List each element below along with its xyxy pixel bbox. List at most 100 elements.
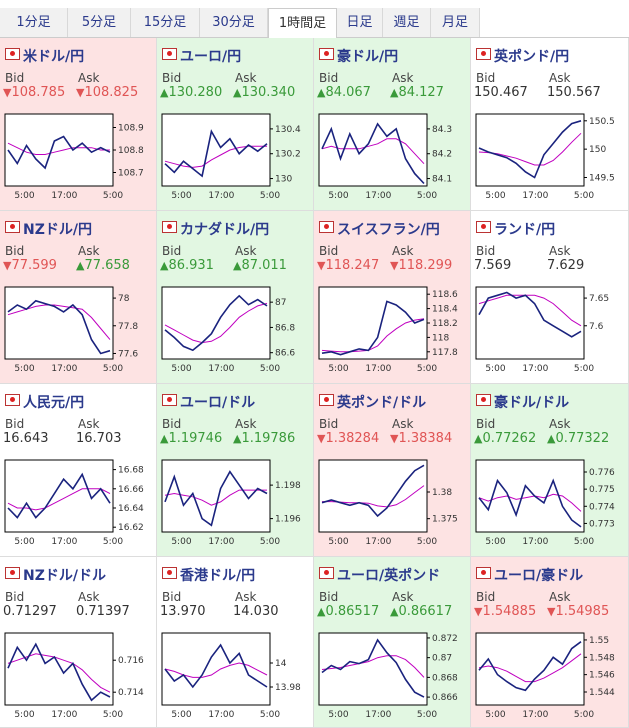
bid-label: Bid — [476, 244, 496, 258]
chart-box — [318, 286, 428, 360]
pair-name[interactable]: 豪ドル/ドル — [476, 392, 569, 412]
chart-box — [318, 632, 428, 706]
rate-tile[interactable]: ランド/円 Bid Ask 7.569 7.629 7.65 7.6 5:00 17:00 5:0… — [471, 211, 629, 384]
x-tick-label: 5:00 — [328, 537, 348, 547]
pair-name[interactable]: ユーロ/円 — [162, 46, 241, 66]
y-tick-label: 108.8 — [118, 146, 144, 156]
rate-tile[interactable]: 豪ドル/ドルBidAsk0.772620.773220.7760.7750.77… — [471, 384, 629, 557]
chart-box — [161, 632, 271, 706]
x-tick-label: 5:00 — [171, 710, 191, 720]
average-line — [164, 302, 268, 344]
x-tick-label: 5:00 — [417, 537, 437, 547]
mini-chart: 1.38 1.375 5:00 17:00 5:00 — [318, 459, 458, 547]
y-tick-label: 118.2 — [432, 319, 458, 329]
price-line — [478, 478, 582, 528]
rate-tile[interactable]: NZドル/円 Bid Ask 77.599 77.658 78 77.8 77.6 5:00 17… — [0, 211, 157, 384]
rate-tile[interactable]: NZドル/ドル Bid Ask 0.71297 0.71397 0.716 0.714 5:0… — [0, 557, 157, 728]
y-tick-label: 0.716 — [118, 656, 144, 666]
rate-tile[interactable]: ユーロ/豪ドル Bid Ask 1.54885 1.54985 1.55 1.548 1.54… — [471, 557, 629, 728]
pair-name[interactable]: 人民元/円 — [5, 392, 84, 412]
x-tick-label: 17:00 — [208, 191, 234, 201]
pair-name[interactable]: カナダドル/円 — [162, 219, 269, 239]
price-line — [478, 291, 582, 338]
x-tick-label: 5:00 — [14, 710, 34, 720]
rate-tile[interactable]: 人民元/円 Bid Ask 16.643 16.703 16.68 16.66 16.64 16… — [0, 384, 157, 557]
pair-name[interactable]: NZドル/ドル — [5, 565, 106, 585]
rate-tile[interactable]: 英ポンド/ドル Bid Ask 1.38284 1.38384 1.38 1.375 5:00… — [314, 384, 471, 557]
chart-box — [475, 286, 585, 360]
tab[interactable]: 15分足 — [131, 8, 200, 37]
average-line — [7, 488, 111, 511]
rate-tile[interactable]: ユーロ/英ポンドBidAsk0.865170.866170.8720.870.8… — [314, 557, 471, 728]
price-line — [164, 294, 268, 352]
flag-icon — [162, 221, 177, 233]
tab[interactable]: 1時間足 — [268, 8, 337, 38]
pair-name[interactable]: 英ポンド/円 — [476, 46, 569, 66]
chart-box — [318, 459, 428, 533]
pair-name[interactable]: スイスフラン/円 — [319, 219, 440, 239]
ask-label: Ask — [549, 71, 571, 85]
tab[interactable]: 1分足 — [0, 8, 68, 37]
y-tick-label: 0.866 — [432, 693, 458, 703]
rate-tile[interactable]: ユーロ/ドル Bid Ask 1.19746 1.19786 1.198 1.196 5:00… — [157, 384, 314, 557]
y-tick-label: 1.544 — [589, 688, 615, 698]
pair-label: 人民元/円 — [23, 395, 85, 411]
x-tick-label: 5:00 — [260, 191, 280, 201]
y-tick-label: 130 — [275, 175, 292, 185]
y-tick-label: 78 — [118, 294, 130, 304]
bid-label: Bid — [5, 71, 25, 85]
tab[interactable]: 日足 — [337, 8, 383, 37]
pair-name[interactable]: ユーロ/英ポンド — [319, 565, 440, 585]
y-tick-label: 108.9 — [118, 124, 144, 134]
tab[interactable]: 30分足 — [200, 8, 268, 37]
average-line — [478, 653, 582, 683]
y-tick-label: 130.2 — [275, 150, 301, 160]
x-tick-label: 5:00 — [103, 364, 123, 374]
mini-chart: 1.198 1.196 5:00 17:00 5:00 — [161, 459, 301, 547]
bid-label: Bid — [162, 71, 182, 85]
y-tick-label: 1.546 — [589, 671, 615, 681]
pair-label: ユーロ/豪ドル — [494, 568, 584, 584]
pair-name[interactable]: NZドル/円 — [5, 219, 92, 239]
x-tick-label: 17:00 — [365, 710, 391, 720]
ask-value: 14.030 — [233, 604, 279, 619]
tab[interactable]: 月足 — [431, 8, 480, 37]
chart-box — [161, 113, 271, 187]
tab-bar: 1分足 5分足 15分足 30分足 1時間足 日足 週足 月足 — [0, 8, 629, 38]
pair-name[interactable]: 米ドル/円 — [5, 46, 84, 66]
pair-name[interactable]: ランド/円 — [476, 219, 555, 239]
rate-tile[interactable]: ユーロ/円 Bid Ask 130.280 130.340 130.4 130.2 130 5:… — [157, 38, 314, 211]
x-tick-label: 5:00 — [14, 364, 34, 374]
rate-tile[interactable]: 豪ドル/円 Bid Ask 84.067 84.127 84.3 84.2 84.1 5:00 1… — [314, 38, 471, 211]
pair-name[interactable]: 香港ドル/円 — [162, 565, 255, 585]
tab[interactable]: 5分足 — [68, 8, 131, 37]
tab[interactable]: 週足 — [383, 8, 431, 37]
average-line — [478, 493, 582, 512]
ask-label: Ask — [78, 71, 100, 85]
pair-name[interactable]: 豪ドル/円 — [319, 46, 398, 66]
price-line — [7, 135, 111, 170]
rate-tile[interactable]: 米ドル/円 Bid Ask 108.785 108.825 108.9 108.8 108.7… — [0, 38, 157, 211]
x-tick-label: 17:00 — [365, 364, 391, 374]
pair-name[interactable]: ユーロ/ドル — [162, 392, 255, 412]
rate-tile[interactable]: スイスフラン/円BidAsk118.247118.299118.6118.411… — [314, 211, 471, 384]
pair-name[interactable]: 英ポンド/ドル — [319, 392, 426, 412]
pair-name[interactable]: ユーロ/豪ドル — [476, 565, 583, 585]
mini-chart: 130.4 130.2 130 5:00 17:00 5:00 — [161, 113, 301, 201]
x-tick-label: 5:00 — [328, 191, 348, 201]
ask-value: 1.54985 — [547, 604, 609, 619]
mini-chart: 0.716 0.714 5:00 17:00 5:00 — [4, 632, 144, 720]
bid-value: 1.19746 — [160, 431, 222, 446]
x-tick-label: 5:00 — [103, 191, 123, 201]
price-line — [321, 464, 425, 518]
bid-value: 150.467 — [474, 85, 528, 100]
x-tick-label: 17:00 — [208, 710, 234, 720]
mini-chart: 14 13.98 5:00 17:00 5:00 — [161, 632, 301, 720]
rate-tile[interactable]: カナダドル/円 Bid Ask 86.931 87.011 87 86.8 86.6 5:00 1… — [157, 211, 314, 384]
rate-tile[interactable]: 英ポンド/円 Bid Ask 150.467 150.567 150.5 150 149.5 5… — [471, 38, 629, 211]
flag-icon — [476, 48, 491, 60]
rate-tile[interactable]: 香港ドル/円 Bid Ask 13.970 14.030 14 13.98 5:00 17:00… — [157, 557, 314, 728]
pair-label: 香港ドル/円 — [180, 568, 256, 584]
y-tick-label: 108.7 — [118, 169, 144, 179]
x-tick-label: 5:00 — [171, 191, 191, 201]
